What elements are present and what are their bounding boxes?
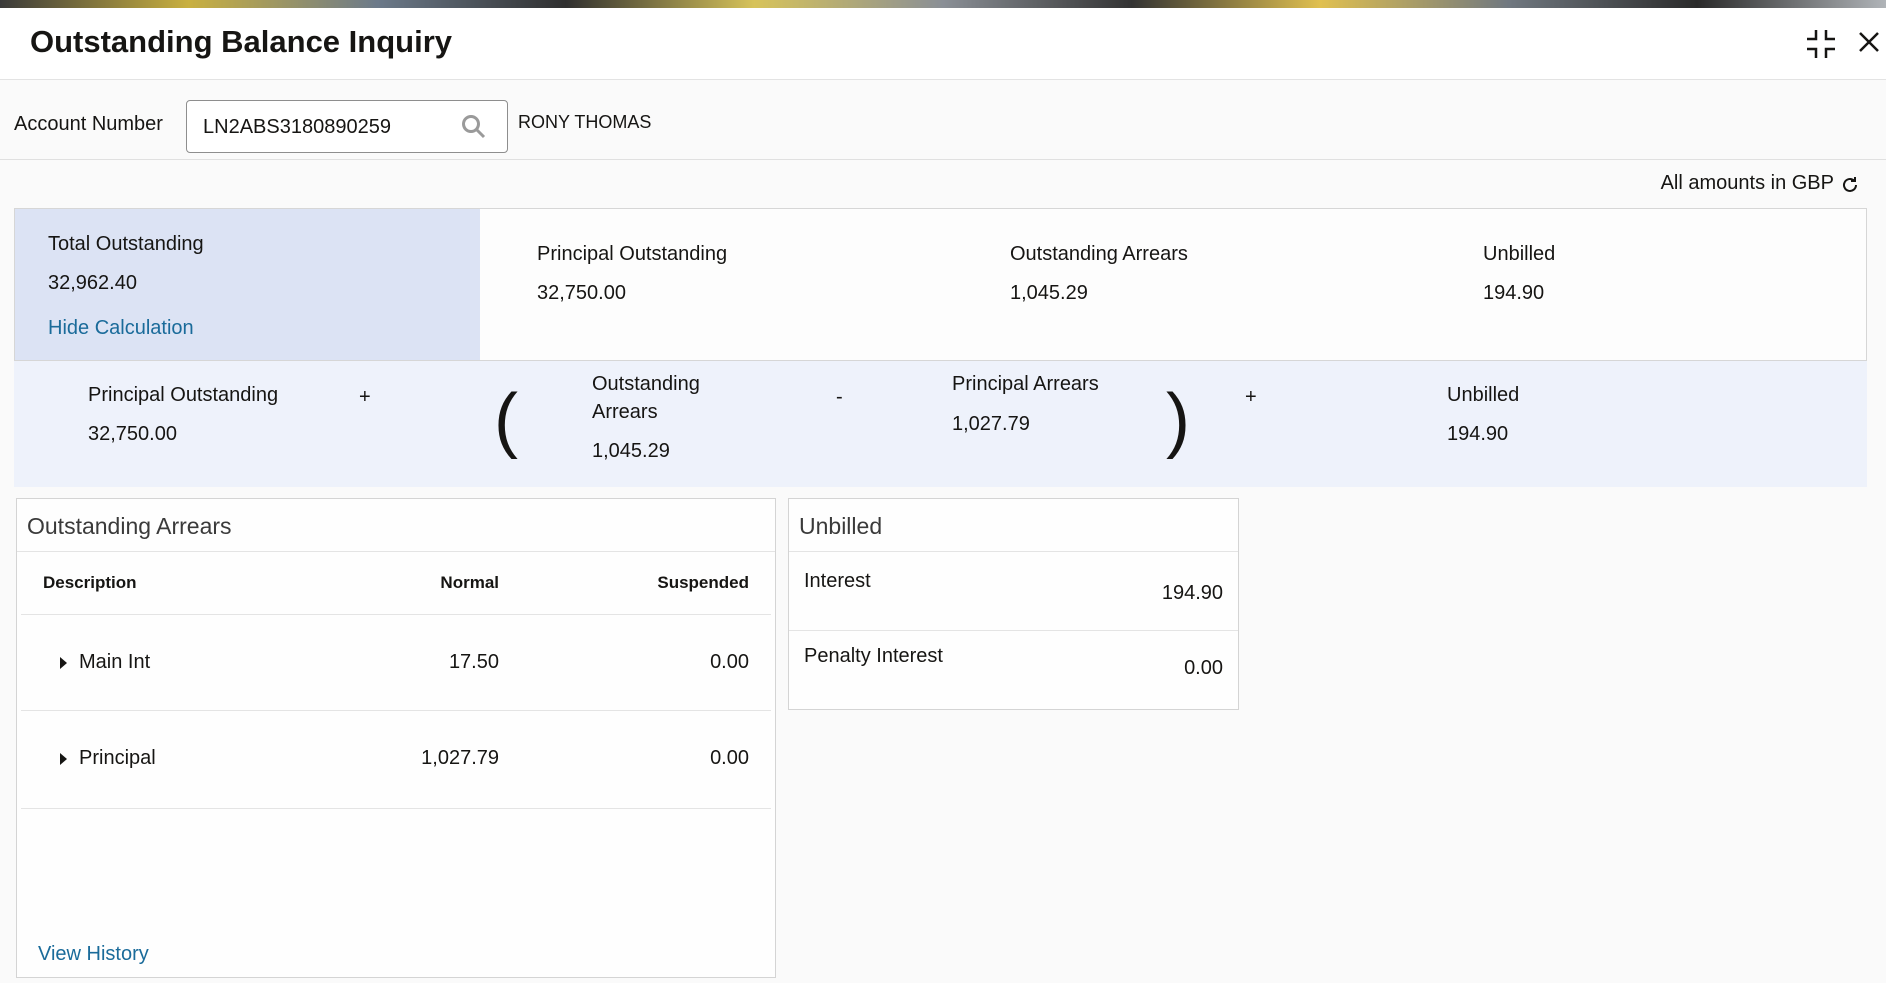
- currency-note: All amounts in GBP: [1660, 172, 1834, 194]
- calc-outstanding-arrears-value: 1,045.29: [592, 440, 670, 462]
- open-parenthesis: (: [494, 380, 518, 460]
- minus-sign: -: [836, 386, 843, 408]
- column-header-description: Description: [43, 573, 137, 592]
- row-normal: 1,027.79: [421, 747, 499, 769]
- unbilled-value: 194.90: [1483, 282, 1545, 304]
- divider: [21, 614, 771, 615]
- row-suspended: 0.00: [710, 747, 749, 769]
- penalty-interest-label: Penalty Interest: [804, 645, 943, 667]
- column-header-suspended: Suspended: [657, 573, 749, 592]
- unbilled-title: Unbilled: [799, 513, 883, 539]
- outstanding-arrears-panel: Outstanding Arrears Description Normal S…: [16, 498, 776, 978]
- unbilled-panel: Unbilled Interest 194.90 Penalty Interes…: [788, 498, 1239, 710]
- principal-outstanding-label: Principal Outstanding: [537, 243, 728, 265]
- divider: [0, 159, 1886, 160]
- plus-sign: +: [359, 386, 371, 408]
- close-icon[interactable]: [1858, 31, 1880, 53]
- total-outstanding-label: Total Outstanding: [48, 233, 204, 255]
- row-description: Principal: [79, 747, 156, 769]
- divider: [17, 551, 775, 552]
- calc-principal-arrears-label: Principal Arrears: [952, 373, 1099, 395]
- page-title: Outstanding Balance Inquiry: [30, 24, 452, 59]
- row-suspended: 0.00: [710, 651, 749, 673]
- account-number-value[interactable]: LN2ABS3180890259: [203, 116, 391, 138]
- refresh-icon[interactable]: [1840, 175, 1860, 200]
- calc-principal-outstanding-value: 32,750.00: [88, 423, 177, 445]
- dialog-header: [0, 8, 1886, 80]
- divider: [21, 808, 771, 809]
- divider: [21, 710, 771, 711]
- account-number-label: Account Number: [14, 113, 163, 135]
- calc-unbilled-label: Unbilled: [1447, 384, 1520, 406]
- divider: [789, 630, 1238, 631]
- outstanding-arrears-value: 1,045.29: [1010, 282, 1088, 304]
- penalty-interest-value: 0.00: [1184, 657, 1223, 679]
- hide-calculation-link[interactable]: Hide Calculation: [48, 317, 194, 339]
- expand-row-icon[interactable]: [60, 657, 67, 669]
- account-number-input[interactable]: LN2ABS3180890259: [186, 100, 508, 153]
- expand-row-icon[interactable]: [60, 753, 67, 765]
- plus-sign: +: [1245, 386, 1257, 408]
- interest-value: 194.90: [1161, 582, 1223, 604]
- divider: [789, 551, 1238, 552]
- outstanding-arrears-label: Outstanding Arrears: [1010, 243, 1188, 265]
- search-icon[interactable]: [461, 114, 487, 145]
- calc-outstanding-arrears-label-2: Arrears: [592, 401, 658, 423]
- total-outstanding-panel: Total Outstanding 32,962.40 Hide Calcula…: [15, 209, 480, 360]
- calc-principal-arrears-value: 1,027.79: [952, 413, 1030, 435]
- summary-card: Total Outstanding 32,962.40 Hide Calcula…: [14, 208, 1867, 361]
- calc-principal-outstanding-label: Principal Outstanding: [88, 384, 279, 406]
- row-normal: 17.50: [448, 651, 499, 673]
- close-parenthesis: ): [1166, 380, 1190, 460]
- row-description: Main Int: [79, 651, 151, 673]
- calc-outstanding-arrears-label-1: Outstanding: [592, 373, 700, 395]
- customer-name: RONY THOMAS: [518, 112, 652, 132]
- principal-outstanding-value: 32,750.00: [537, 282, 626, 304]
- total-outstanding-value: 32,962.40: [48, 272, 137, 294]
- interest-label: Interest: [804, 570, 871, 592]
- unbilled-label: Unbilled: [1483, 243, 1556, 265]
- outstanding-arrears-title: Outstanding Arrears: [27, 513, 232, 539]
- calculation-strip: Principal Outstanding 32,750.00 + ( Outs…: [14, 361, 1867, 487]
- calc-unbilled-value: 194.90: [1447, 423, 1509, 445]
- collapse-icon[interactable]: [1806, 29, 1836, 59]
- column-header-normal: Normal: [440, 573, 499, 592]
- view-history-link[interactable]: View History: [38, 943, 149, 965]
- top-banner: [0, 0, 1886, 8]
